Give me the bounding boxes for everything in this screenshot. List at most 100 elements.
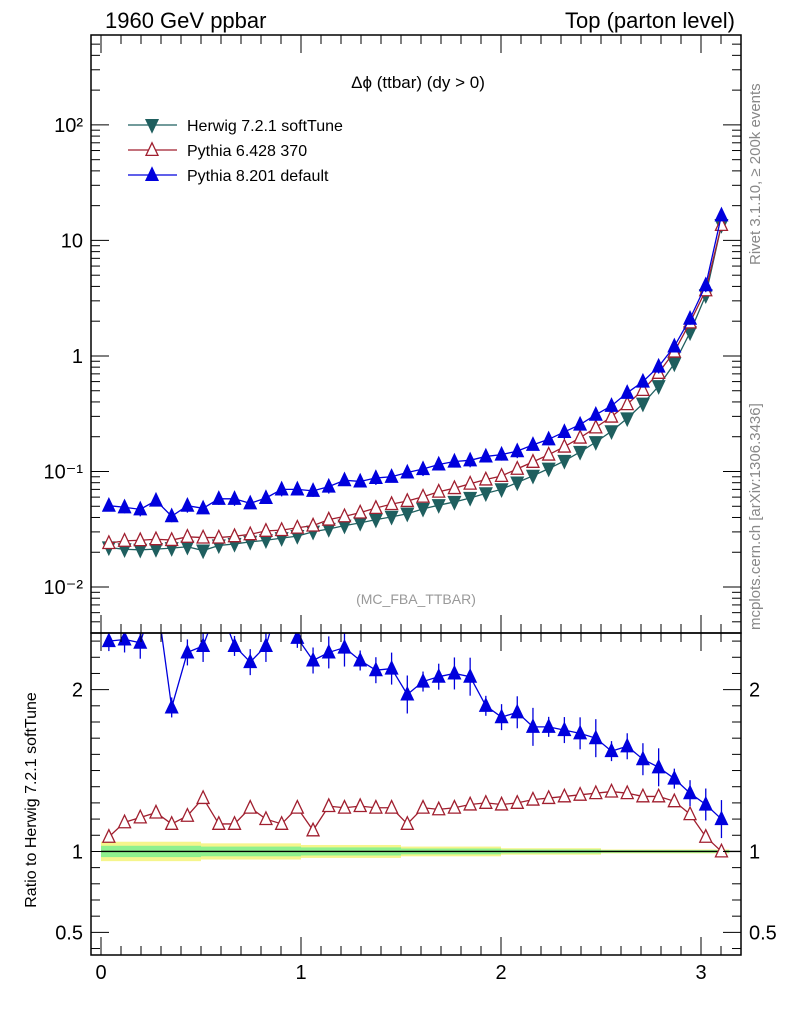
data-point-ratio-pythia6	[337, 799, 352, 814]
data-point-ratio-pythia6	[368, 799, 383, 814]
data-point-ratio-pythia6	[353, 797, 368, 813]
data-point-pythia6	[258, 522, 273, 537]
main-ytick-label: 10⁻¹	[44, 461, 84, 483]
data-point-pythia6	[510, 460, 525, 475]
data-point-ratio-pythia8	[667, 769, 682, 785]
data-point-ratio-pythia6	[683, 805, 698, 821]
header-right: Top (parton level)	[565, 8, 735, 33]
data-point-pythia6	[196, 528, 211, 544]
data-point-pythia8	[117, 498, 132, 514]
data-point-ratio-pythia8	[604, 742, 619, 758]
data-point-ratio-pythia8	[321, 643, 336, 659]
data-point-ratio-pythia6	[400, 815, 415, 830]
plot-title: Δϕ (ttbar) (dy > 0)	[351, 73, 485, 92]
data-point-ratio-pythia8	[243, 653, 258, 669]
ratio-frame	[90, 632, 742, 956]
data-point-pythia6	[133, 531, 148, 547]
data-point-ratio-pythia6	[258, 810, 273, 826]
data-point-ratio-pythia8	[463, 667, 478, 683]
data-point-pythia6	[148, 530, 164, 546]
data-point-pythia6	[620, 395, 635, 411]
data-point-ratio-pythia6	[525, 790, 540, 806]
data-point-ratio-pythia6	[164, 815, 179, 830]
data-point-pythia8	[557, 423, 572, 438]
main-ytick-label: 1	[72, 346, 83, 368]
data-point-pythia8	[573, 415, 588, 431]
ratio-ytick-label-right: 1	[749, 841, 760, 863]
data-point-pythia8	[353, 472, 368, 488]
data-point-ratio-pythia6	[573, 786, 588, 801]
data-point-ratio-pythia8	[164, 698, 179, 714]
legend-marker	[144, 141, 160, 157]
data-point-herwig	[463, 491, 478, 507]
data-point-ratio-pythia8	[588, 729, 603, 745]
data-point-pythia8	[306, 482, 321, 497]
data-point-pythia6	[384, 495, 399, 511]
data-point-ratio-pythia6	[306, 821, 321, 837]
data-point-herwig	[148, 543, 164, 558]
data-point-pythia8	[243, 494, 258, 510]
data-point-ratio-pythia8	[557, 721, 572, 737]
data-point-pythia6	[541, 445, 556, 461]
data-point-herwig	[620, 412, 635, 428]
data-point-ratio-pythia8	[573, 724, 588, 740]
data-point-herwig	[557, 454, 572, 470]
data-point-ratio-pythia8	[213, 597, 225, 610]
data-point-ratio-pythia8	[447, 664, 462, 680]
data-point-pythia6	[635, 381, 650, 397]
data-point-pythia8	[588, 406, 603, 421]
data-point-ratio-pythia8	[258, 637, 273, 652]
data-point-ratio-pythia8	[384, 659, 399, 675]
data-point-pythia8	[290, 480, 305, 496]
data-point-pythia8	[667, 337, 682, 353]
data-point-ratio-pythia8	[400, 685, 415, 701]
data-point-pythia8	[164, 507, 179, 523]
series-line-pythia8	[108, 215, 723, 518]
ratio-ytick-label-right: 2	[749, 680, 760, 702]
data-point-ratio-pythia8	[180, 643, 195, 659]
data-point-pythia8	[148, 491, 164, 507]
data-point-pythia8	[463, 451, 478, 467]
data-point-pythia6	[243, 525, 258, 541]
data-point-ratio-pythia6	[290, 799, 305, 814]
data-point-ratio-pythia8	[306, 651, 321, 667]
xtick-label: 0	[95, 962, 106, 984]
ratio-ytick-label-left: 1	[72, 841, 83, 863]
data-point-pythia8	[447, 452, 462, 468]
data-point-pythia6	[180, 528, 195, 543]
data-point-pythia6	[227, 527, 242, 543]
data-point-ratio-pythia6	[447, 799, 462, 814]
data-point-ratio-pythia6	[667, 792, 682, 808]
data-point-ratio-pythia6	[148, 803, 164, 819]
data-point-ratio-pythia8	[337, 638, 352, 654]
ratio-ytick-label-right: 0.5	[749, 922, 777, 944]
data-point-ratio-pythia8	[651, 758, 666, 774]
data-point-ratio-pythia8	[133, 633, 148, 649]
data-point-ratio-pythia8	[620, 737, 635, 753]
data-point-pythia8	[415, 460, 431, 476]
mcplots-label: mcplots.cern.ch [arXiv:1306.3436]	[747, 403, 764, 630]
series-line-ratio-pythia6	[108, 790, 722, 852]
data-point-pythia8	[494, 445, 509, 461]
data-point-herwig	[478, 487, 493, 503]
data-point-pythia6	[557, 437, 572, 453]
data-point-pythia8	[368, 469, 383, 484]
data-point-ratio-pythia8	[525, 718, 540, 733]
data-point-ratio-pythia6	[541, 789, 556, 805]
main-ytick-label: 10	[61, 230, 83, 252]
data-point-pythia6	[353, 503, 368, 519]
data-point-pythia6	[321, 510, 336, 526]
data-point-pythia6	[400, 492, 415, 508]
data-point-herwig	[400, 507, 415, 523]
series-pythia6	[101, 216, 729, 550]
data-point-ratio-pythia8	[276, 585, 288, 598]
data-point-ratio-pythia6	[384, 799, 399, 814]
uncertainty-band	[101, 841, 741, 862]
data-point-pythia8	[258, 489, 273, 505]
data-point-ratio-pythia6	[635, 787, 650, 803]
data-point-ratio-pythia8	[635, 750, 650, 766]
data-point-herwig	[196, 544, 211, 560]
series-pythia8	[101, 206, 729, 523]
xtick-label: 3	[695, 962, 706, 984]
